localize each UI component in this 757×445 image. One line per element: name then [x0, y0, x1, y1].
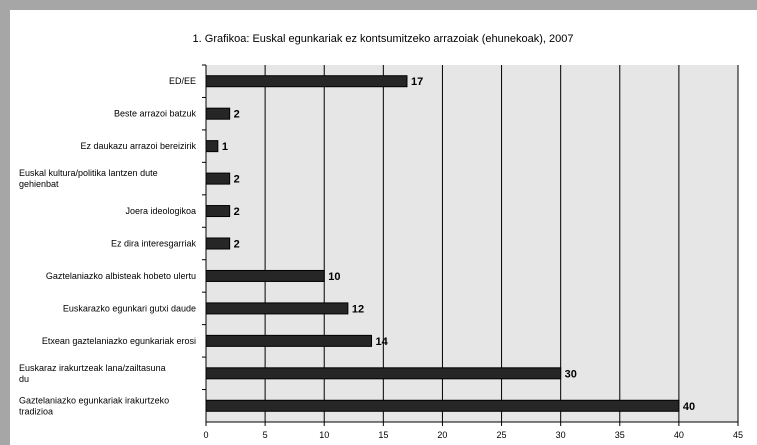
data-label: 1 [222, 141, 228, 153]
category-label: Ez dira interesgarriak [111, 239, 197, 249]
data-label: 2 [234, 239, 240, 251]
data-label: 40 [683, 401, 695, 413]
bar [205, 367, 562, 380]
category-label: Euskarazko egunkari gutxi daude [63, 303, 196, 313]
plot-area [206, 65, 738, 422]
category-label: Joera ideologikoa [125, 206, 196, 216]
x-tick-label-35: 35 [615, 430, 625, 440]
x-tick-label-0: 0 [203, 430, 208, 440]
bar [205, 302, 349, 315]
category-label: Euskal kultura/politika lantzen dute gehi… [19, 168, 158, 189]
x-tick-label-40: 40 [674, 430, 684, 440]
data-label: 17 [411, 76, 423, 88]
category-label: Etxean gaztelaniazko egunkariak erosi [42, 336, 196, 346]
category-label: Gaztelaniazko egunkariak irakurtzeko trad… [19, 395, 169, 416]
bar [205, 172, 231, 185]
bar [205, 334, 373, 347]
bar [205, 75, 408, 88]
category-label: ED/EE [169, 76, 196, 86]
bar [205, 399, 680, 412]
x-tick-label-20: 20 [437, 430, 447, 440]
category-label: Ez daukazu arrazoi bereizirik [80, 141, 196, 151]
bar [205, 237, 231, 250]
category-label: Euskaraz irakurtzeak lana/zailtasuna du [19, 363, 166, 384]
bar-chart: 1. Grafikoa: Euskal egunkariak ez kontsu… [19, 33, 743, 440]
bar [205, 140, 219, 153]
chart-frame: 1. Grafikoa: Euskal egunkariak ez kontsu… [10, 10, 757, 445]
x-tick-label-25: 25 [497, 430, 507, 440]
x-tick-label-45: 45 [733, 430, 743, 440]
x-tick-label-15: 15 [378, 430, 388, 440]
data-label: 10 [328, 271, 340, 283]
bar [205, 269, 325, 282]
x-tick-label-30: 30 [556, 430, 566, 440]
bar [205, 107, 231, 120]
category-label: Gaztelaniazko albisteak hobeto ulertu [46, 271, 196, 281]
data-label: 2 [234, 109, 240, 121]
chart-title: 1. Grafikoa: Euskal egunkariak ez kontsu… [193, 33, 574, 45]
data-label: 30 [565, 368, 577, 380]
bar [205, 205, 231, 218]
data-label: 2 [234, 206, 240, 218]
data-label: 14 [376, 336, 389, 348]
category-label: Beste arrazoi batzuk [114, 109, 197, 119]
x-tick-label-5: 5 [263, 430, 268, 440]
x-tick-label-10: 10 [319, 430, 329, 440]
data-label: 2 [234, 174, 240, 186]
data-label: 12 [352, 303, 364, 315]
